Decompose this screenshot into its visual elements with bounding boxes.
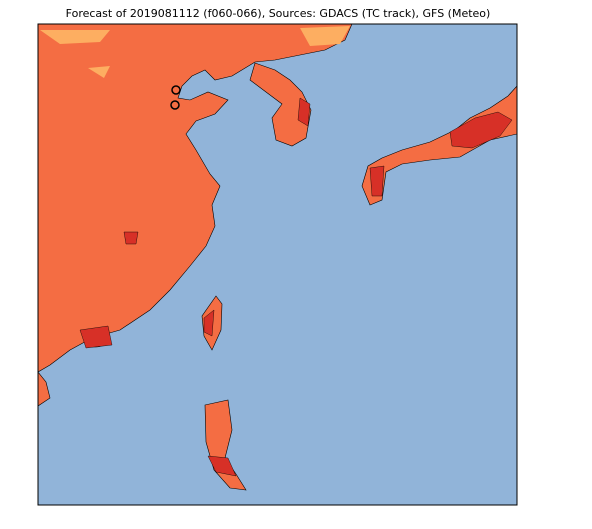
hot-patch: [79, 97, 513, 477]
past-position: [171, 85, 181, 95]
japan: [361, 85, 517, 206]
map-area: [38, 24, 517, 505]
vietnam: [38, 371, 51, 407]
map-frame: [37, 23, 518, 506]
past-position: [170, 100, 180, 110]
mainland: [38, 24, 353, 373]
korea: [249, 62, 312, 147]
cool-patch: [40, 26, 350, 78]
map-title: Forecast of 2019081112 (f060-066), Sourc…: [66, 7, 491, 20]
